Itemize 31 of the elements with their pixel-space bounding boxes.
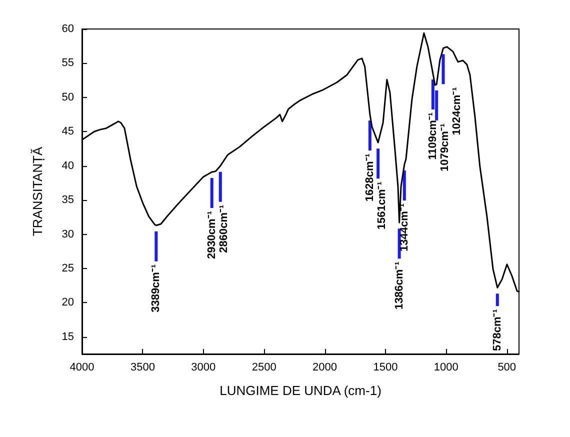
annotation: 2860cm⁻¹ bbox=[218, 204, 230, 253]
annotation: 578cm⁻¹ bbox=[491, 308, 504, 352]
annotation: 2930cm⁻¹ bbox=[206, 210, 218, 260]
y-tick-label: 55 bbox=[62, 57, 74, 70]
y-tick-label: 50 bbox=[62, 91, 74, 104]
annotation: 1024cm⁻¹ bbox=[450, 86, 463, 136]
x-tick-label: 3500 bbox=[130, 362, 155, 374]
annotation: 1344cm⁻¹ bbox=[398, 203, 410, 252]
annotation: 1109cm⁻¹ bbox=[426, 112, 439, 160]
annotation: 1628cm⁻¹ bbox=[364, 153, 376, 202]
x-tick-label: 2000 bbox=[312, 362, 338, 374]
y-tick-label: 30 bbox=[62, 228, 74, 240]
x-tick-label: 2500 bbox=[252, 362, 276, 374]
y-tick-label: 45 bbox=[62, 126, 74, 138]
annotation: 1386cm⁻¹ bbox=[393, 261, 406, 310]
annotation: 1561cm⁻¹ bbox=[376, 181, 388, 230]
annotation: 3389cm⁻¹ bbox=[150, 264, 162, 312]
y-tick-label: 40 bbox=[62, 160, 74, 172]
x-axis-title: LUNGIME DE UNDA (cm-1) bbox=[220, 383, 382, 398]
x-tick-label: 1500 bbox=[373, 362, 398, 374]
y-tick-label: 25 bbox=[62, 262, 74, 274]
x-tick-label: 500 bbox=[498, 362, 516, 374]
x-tick-label: 4000 bbox=[70, 362, 94, 374]
x-tick-label: 3000 bbox=[191, 362, 216, 374]
y-axis-title: TRANSITANȚĂ bbox=[30, 146, 45, 236]
y-tick-label: 60 bbox=[62, 23, 74, 35]
y-tick-label: 15 bbox=[62, 330, 74, 343]
annotation: 1079cm⁻¹ bbox=[438, 123, 451, 172]
y-tick-label: 35 bbox=[62, 194, 74, 206]
x-tick-label: 1000 bbox=[434, 362, 458, 374]
y-tick-label: 20 bbox=[62, 296, 74, 309]
